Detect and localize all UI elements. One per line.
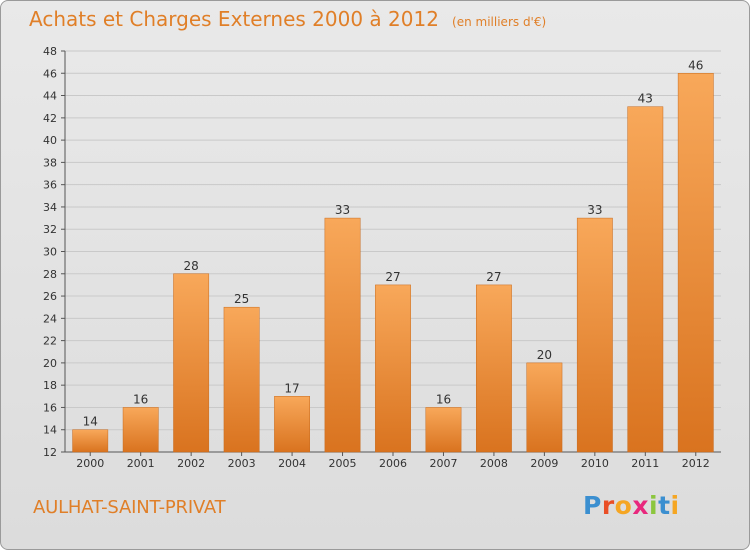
y-tick-label: 40: [43, 134, 57, 147]
y-tick-label: 34: [43, 201, 57, 214]
bar-2001: [122, 407, 159, 453]
y-tick-label: 44: [43, 90, 57, 103]
bar-2003: [223, 306, 260, 453]
y-tick-label: 12: [43, 446, 57, 459]
y-tick-labels: 12 14 16 18 20 22 24 26 28 30 32 34 36 38 40 42 44 46 48: [43, 45, 57, 459]
x-tick-label-2010: 2010: [581, 457, 609, 470]
bar-2009: [526, 362, 563, 453]
x-tick-labels: 2000 2001 2002 2003 2004 2005 2006 2007 2008 2009…: [76, 457, 710, 470]
data-label-2009: 20: [537, 348, 552, 362]
y-tick-label: 28: [43, 268, 57, 281]
bar-2000: [72, 429, 109, 453]
y-tick-label: 32: [43, 223, 57, 236]
data-label-2006: 27: [385, 270, 400, 284]
y-tick-label: 20: [43, 357, 57, 370]
y-tick-label: 30: [43, 246, 57, 259]
proxiti-logo: Proxiti: [583, 491, 680, 520]
x-tick-label-2006: 2006: [379, 457, 407, 470]
data-label-2005: 33: [335, 203, 350, 217]
data-label-2010: 33: [587, 203, 602, 217]
logo-letter: o: [614, 491, 633, 520]
x-tick-label-2007: 2007: [429, 457, 457, 470]
x-tick-label-2004: 2004: [278, 457, 306, 470]
y-tick-label: 16: [43, 401, 57, 414]
chart-title: Achats et Charges Externes 2000 à 2012: [29, 7, 439, 31]
data-label-2004: 17: [284, 381, 299, 395]
bar-2002: [173, 273, 210, 453]
logo-letter: x: [632, 491, 649, 520]
bar-2006: [375, 284, 411, 453]
y-tick-label: 14: [43, 424, 57, 437]
y-tick-label: 22: [43, 335, 57, 348]
x-tick-label-2003: 2003: [228, 457, 256, 470]
data-label-2000: 14: [83, 415, 98, 429]
location-label: AULHAT-SAINT-PRIVAT: [33, 497, 226, 518]
chart-subtitle: (en milliers d'€): [452, 15, 547, 29]
y-tick-label: 36: [43, 179, 57, 192]
x-tick-label-2000: 2000: [76, 457, 104, 470]
x-tick-label-2002: 2002: [177, 457, 205, 470]
logo-letter: r: [601, 491, 615, 520]
x-tick-label-2012: 2012: [682, 457, 710, 470]
data-label-2003: 25: [234, 292, 249, 306]
x-tick-label-2011: 2011: [631, 457, 659, 470]
logo-letter: i: [649, 491, 659, 520]
x-tick-label-2001: 2001: [127, 457, 155, 470]
data-label-2002: 28: [184, 259, 199, 273]
data-label-2001: 16: [133, 392, 148, 406]
y-tick-label: 46: [43, 67, 57, 80]
logo-letter: t: [658, 491, 671, 520]
x-tick-label-2005: 2005: [329, 457, 357, 470]
bar-2005: [324, 217, 361, 453]
data-labels: 14 16 28 25 17 33 27 16 27 20 33 43 46: [83, 58, 704, 428]
title-row: Achats et Charges Externes 2000 à 2012 (…: [29, 7, 546, 31]
bar-2007: [425, 407, 462, 453]
x-tick-label-2008: 2008: [480, 457, 508, 470]
bar-2004: [274, 396, 310, 453]
bar-2008: [476, 284, 512, 453]
y-tick-label: 42: [43, 112, 57, 125]
y-tick-label: 24: [43, 312, 57, 325]
data-label-2007: 16: [436, 392, 451, 406]
data-label-2011: 43: [638, 92, 653, 106]
logo-letter: i: [670, 491, 680, 520]
x-tick-label-2009: 2009: [530, 457, 558, 470]
y-tick-label: 18: [43, 379, 57, 392]
data-label-2008: 27: [486, 270, 501, 284]
y-tick-label: 26: [43, 290, 57, 303]
bar-2011: [627, 106, 664, 453]
y-tick-label: 38: [43, 156, 57, 169]
bar-2010: [576, 217, 613, 453]
bars: [72, 73, 714, 453]
y-tick-label: 48: [43, 45, 57, 58]
logo-letter: P: [583, 491, 602, 520]
bar-2012: [677, 73, 714, 453]
data-label-2012: 46: [688, 58, 703, 72]
